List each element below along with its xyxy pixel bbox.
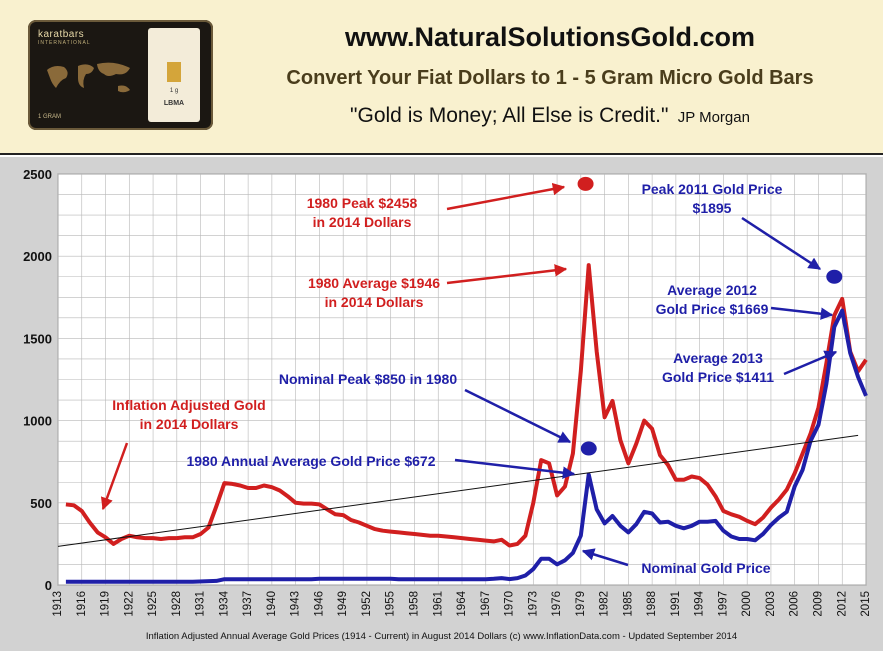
banner: karatbars INTERNATIONAL 1 GRAM 1 g LBMA … — [0, 0, 883, 155]
x-tick-label: 1943 — [290, 591, 302, 617]
arrow-avg-2012 — [770, 306, 834, 320]
marker-dot — [826, 269, 843, 284]
x-tick-label: 1994 — [694, 590, 706, 616]
gold-price-chart: 0 500 1000 1500 2000 2500 1913 1916 1919 1922 192… — [0, 157, 883, 651]
x-tick-label: 1946 — [313, 591, 325, 617]
x-tick-label: 1952 — [361, 591, 373, 617]
ann-avg-2013-l1: Average 2013 — [673, 350, 763, 366]
x-tick-label: 2015 — [860, 591, 872, 617]
x-tick-label: 1988 — [646, 591, 658, 617]
ann-peak-1980-l2: in 2014 Dollars — [313, 214, 412, 230]
marker-dot — [577, 176, 594, 191]
arrow-peak-1980 — [446, 182, 566, 211]
y-tick-label: 1000 — [23, 414, 52, 429]
quote-text: "Gold is Money; All Else is Credit." — [350, 104, 669, 127]
site-url: www.NaturalSolutionsGold.com — [344, 22, 756, 52]
x-tick-label: 1922 — [123, 591, 135, 617]
x-tick-label: 1940 — [266, 591, 278, 617]
arrow-adjusted — [100, 442, 129, 511]
y-tick-label: 1500 — [23, 331, 52, 346]
x-tick-label: 2003 — [765, 591, 777, 617]
x-tick-label: 1982 — [599, 591, 611, 617]
x-tick-label: 2000 — [741, 591, 753, 617]
x-tick-label: 1919 — [100, 591, 112, 617]
ann-adjusted-l1: Inflation Adjusted Gold — [112, 397, 265, 413]
x-tick-label: 1925 — [147, 591, 159, 617]
ann-nominal-peak: Nominal Peak $850 in 1980 — [279, 371, 457, 387]
marker-dot — [580, 441, 597, 456]
card-gram-label: 1 GRAM — [38, 114, 62, 120]
x-tick-label: 1979 — [575, 591, 587, 617]
arrow-avg-1980 — [446, 264, 568, 285]
y-tick-label: 500 — [30, 496, 52, 511]
ann-avg-2013-l2: Gold Price $1411 — [662, 369, 774, 385]
x-tick-label: 1991 — [670, 591, 682, 617]
ann-nominal-label: Nominal Gold Price — [641, 560, 770, 576]
ann-peak-2011-l2: $1895 — [693, 200, 732, 216]
x-tick-label: 2006 — [789, 591, 801, 617]
ann-adjusted-l2: in 2014 Dollars — [140, 416, 239, 432]
ann-avg-2012-l1: Average 2012 — [667, 282, 757, 298]
arrow-annual-avg — [454, 458, 576, 479]
x-tick-label: 1967 — [480, 591, 492, 617]
ann-annual-avg: 1980 Annual Average Gold Price $672 — [186, 453, 435, 469]
ann-avg-1980-l2: in 2014 Dollars — [325, 294, 424, 310]
gold-bar-certificate: 1 g LBMA — [148, 28, 200, 122]
banner-subtitle: Convert Your Fiat Dollars to 1 - 5 Gram … — [286, 67, 814, 89]
x-tick-label: 1985 — [622, 591, 634, 617]
card-brand: karatbars — [38, 29, 85, 40]
series-line-adjusted — [65, 263, 868, 548]
x-tick-label: 1958 — [409, 591, 421, 617]
banner-quote: "Gold is Money; All Else is Credit." JP … — [230, 104, 870, 128]
x-tick-label: 1931 — [195, 591, 207, 617]
card-brand-sub: INTERNATIONAL — [38, 40, 91, 46]
series-line-trend — [57, 434, 859, 547]
x-tick-label: 1934 — [218, 590, 230, 616]
series-line-nominal — [65, 308, 868, 584]
arrow-nominal-label — [581, 548, 629, 567]
bar-gram: 1 g — [169, 88, 179, 94]
world-map-icon — [47, 62, 130, 93]
x-tick-label: 1913 — [52, 591, 64, 617]
ann-peak-2011-l1: Peak 2011 Gold Price — [642, 181, 783, 197]
bar-mark: LBMA — [163, 100, 185, 107]
arrow-peak-2011 — [741, 216, 822, 271]
x-tick-label: 1973 — [527, 591, 539, 617]
arrow-avg-2013 — [783, 350, 838, 376]
x-tick-label: 1970 — [504, 591, 516, 617]
x-tick-label: 1976 — [551, 591, 563, 617]
y-tick-label: 2000 — [23, 249, 52, 264]
karatbars-card-image: karatbars INTERNATIONAL 1 GRAM 1 g LBMA — [28, 20, 213, 130]
arrow-nominal-peak — [464, 388, 572, 444]
ann-peak-1980-l1: 1980 Peak $2458 — [307, 195, 418, 211]
chart-svg: 0 500 1000 1500 2000 2500 1913 1916 1919 1922 192… — [23, 167, 872, 617]
x-tick-label: 1997 — [717, 591, 729, 617]
x-tick-label: 1949 — [337, 591, 349, 617]
chart-footnote: Inflation Adjusted Annual Average Gold P… — [145, 631, 738, 642]
x-tick-label: 1961 — [432, 591, 444, 617]
ann-avg-1980-l1: 1980 Average $1946 — [308, 275, 440, 291]
x-tick-label: 2012 — [836, 591, 848, 617]
ann-avg-2012-l2: Gold Price $1669 — [656, 301, 769, 317]
x-tick-label: 1928 — [171, 591, 183, 617]
y-tick-label: 2500 — [23, 167, 52, 182]
x-tick-label: 1964 — [456, 590, 468, 616]
y-tick-label: 0 — [45, 578, 52, 593]
gold-bar-icon — [167, 62, 181, 82]
x-tick-label: 2009 — [813, 591, 825, 617]
quote-author: JP Morgan — [677, 109, 750, 126]
x-tick-label: 1916 — [76, 591, 88, 617]
x-tick-label: 1937 — [242, 591, 254, 617]
x-tick-label: 1955 — [385, 591, 397, 617]
